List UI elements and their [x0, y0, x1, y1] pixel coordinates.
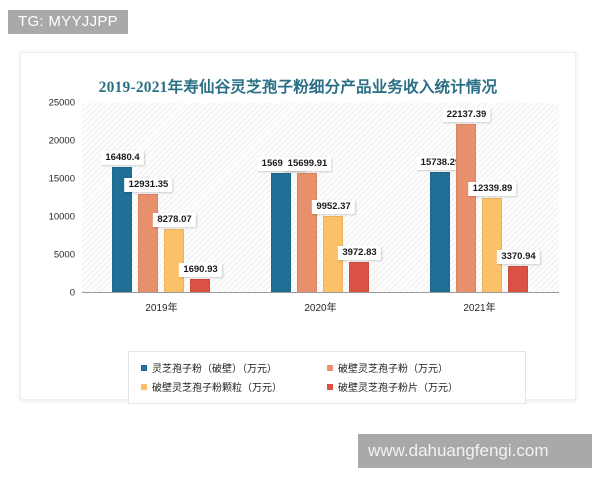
- bar-value-label: 22137.39: [442, 107, 491, 122]
- bar-value-label: 8278.07: [153, 213, 196, 228]
- bar-value-label: 3370.94: [497, 250, 540, 265]
- plot-area: 16480.4 12931.35 8278.07 1690.93 15695.07 156…: [82, 103, 559, 293]
- bar-value-label: 15738.29: [416, 156, 465, 171]
- legend-label: 灵芝孢子粉（破壁）（万元）: [152, 364, 277, 375]
- bar[interactable]: 3370.94: [497, 250, 540, 292]
- legend-item[interactable]: 破壁灵芝孢子粉颗粒（万元）: [137, 377, 327, 396]
- bar[interactable]: 16480.4: [101, 150, 144, 292]
- legend-label: 破壁灵芝孢子粉片（万元）: [338, 383, 458, 394]
- legend-swatch-icon: [327, 383, 333, 390]
- site-watermark: www.dahuangfengi.com: [358, 434, 592, 468]
- legend-swatch-icon: [141, 383, 147, 390]
- bar[interactable]: 15695.07: [257, 156, 306, 292]
- bar-value-label: 12339.89: [468, 182, 517, 197]
- chart-legend: 灵芝孢子粉（破壁）（万元） 破壁灵芝孢子粉（万元） 破壁灵芝孢子粉颗粒（万元） 破壁灵…: [128, 351, 526, 404]
- bar[interactable]: 12339.89: [468, 182, 517, 292]
- y-axis-tick: 25000: [48, 97, 75, 109]
- legend-item[interactable]: 破壁灵芝孢子粉片（万元）: [327, 377, 517, 396]
- bar[interactable]: 15738.29: [416, 156, 465, 292]
- bar[interactable]: 12931.35: [124, 177, 173, 292]
- bar[interactable]: 3972.83: [338, 245, 381, 292]
- bar-value-label: 9952.37: [312, 200, 355, 215]
- bar[interactable]: 22137.39: [442, 107, 491, 292]
- bar-group: 15695.07 15699.91 9952.37 3972.83: [251, 103, 389, 292]
- legend-swatch-icon: [327, 364, 333, 371]
- y-axis-tick: 15000: [48, 173, 75, 185]
- y-axis-tick: 5000: [53, 249, 75, 261]
- bar-value-label: 12931.35: [124, 177, 173, 192]
- chart-card: 2019-2021年寿仙谷灵芝孢子粉细分产品业务收入统计情况 0 5000 1000…: [20, 52, 576, 404]
- x-axis-tick: 2020年: [304, 302, 337, 314]
- x-axis-tick: 2019年: [145, 302, 178, 314]
- bar-group: 15738.29 22137.39 12339.89 3370.94: [410, 103, 548, 292]
- y-axis-tick: 0: [69, 287, 75, 299]
- bar-value-label: 3972.83: [338, 245, 381, 260]
- bar-group: 16480.4 12931.35 8278.07 1690.93: [92, 103, 230, 292]
- bar-value-label: 15699.91: [283, 156, 332, 171]
- legend-item[interactable]: 破壁灵芝孢子粉（万元）: [327, 358, 517, 377]
- legend-swatch-icon: [141, 364, 147, 371]
- x-axis: 2019年 2020年 2021年: [82, 295, 559, 317]
- bar[interactable]: 15699.91: [283, 156, 332, 292]
- legend-label: 破壁灵芝孢子粉（万元）: [338, 364, 448, 375]
- legend-item[interactable]: 灵芝孢子粉（破壁）（万元）: [137, 358, 327, 377]
- bar[interactable]: 1690.93: [179, 263, 222, 292]
- y-axis-tick: 20000: [48, 135, 75, 147]
- bar-value-label: 16480.4: [101, 150, 144, 165]
- x-axis-tick: 2021年: [463, 302, 496, 314]
- bar-value-label: 1690.93: [179, 263, 222, 278]
- legend-label: 破壁灵芝孢子粉颗粒（万元）: [152, 383, 282, 394]
- y-axis: 0 5000 10000 15000 20000 25000: [35, 98, 79, 299]
- plot-wrapper: 0 5000 10000 15000 20000 25000 16480.4 12931.3…: [35, 98, 563, 321]
- y-axis-tick: 10000: [48, 211, 75, 223]
- tg-tag: TG: MYYJJPP: [8, 10, 128, 34]
- bar[interactable]: 8278.07: [153, 213, 196, 292]
- chart-title: 2019-2021年寿仙谷灵芝孢子粉细分产品业务收入统计情况: [98, 79, 498, 96]
- bar-groups: 16480.4 12931.35 8278.07 1690.93 15695.07 156…: [82, 103, 559, 292]
